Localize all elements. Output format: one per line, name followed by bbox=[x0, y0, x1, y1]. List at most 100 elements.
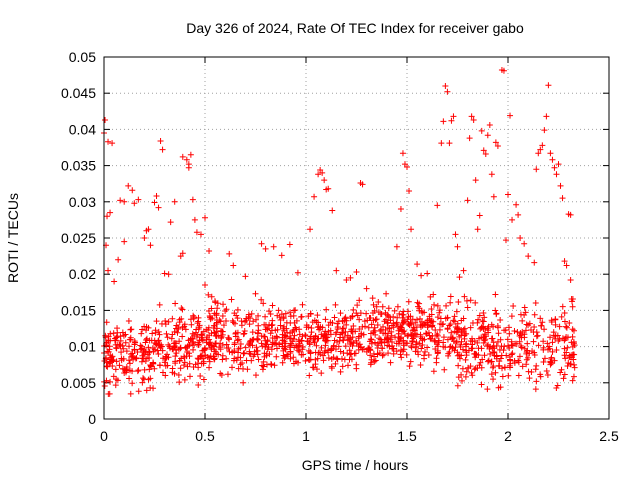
data-point bbox=[210, 353, 217, 360]
data-point bbox=[404, 308, 411, 315]
data-point bbox=[434, 350, 441, 357]
data-point bbox=[514, 329, 521, 336]
data-point bbox=[567, 360, 574, 367]
data-point bbox=[147, 362, 154, 369]
data-point bbox=[213, 350, 220, 357]
data-point bbox=[523, 321, 530, 328]
data-point bbox=[510, 302, 517, 309]
data-point bbox=[440, 118, 447, 125]
data-point bbox=[515, 359, 522, 366]
data-point bbox=[260, 363, 267, 370]
data-point bbox=[142, 339, 149, 346]
data-point bbox=[455, 299, 462, 306]
data-point bbox=[173, 350, 180, 357]
data-point bbox=[399, 320, 406, 327]
data-point bbox=[434, 202, 441, 209]
data-point bbox=[268, 361, 275, 368]
data-point bbox=[293, 326, 300, 333]
data-point bbox=[482, 151, 489, 158]
data-point bbox=[492, 291, 499, 298]
data-point bbox=[472, 365, 479, 372]
x-tick-label: 2 bbox=[504, 428, 512, 444]
data-point bbox=[172, 300, 179, 307]
data-point bbox=[502, 237, 509, 244]
data-point bbox=[145, 376, 152, 383]
data-point bbox=[388, 322, 395, 329]
x-axis-label: GPS time / hours bbox=[302, 457, 409, 473]
data-point bbox=[426, 315, 433, 322]
data-point bbox=[555, 161, 562, 168]
data-point bbox=[488, 358, 495, 365]
data-point bbox=[335, 318, 342, 325]
data-point bbox=[171, 198, 178, 205]
y-axis-label: ROTI / TECUs bbox=[5, 193, 21, 283]
data-point bbox=[495, 384, 502, 391]
data-point bbox=[362, 323, 369, 330]
data-point bbox=[444, 336, 451, 343]
data-point bbox=[368, 321, 375, 328]
data-point bbox=[491, 352, 498, 359]
data-point bbox=[146, 366, 153, 373]
data-point bbox=[255, 312, 262, 319]
data-point bbox=[488, 371, 495, 378]
data-point bbox=[260, 300, 267, 307]
data-point bbox=[237, 341, 244, 348]
data-point bbox=[491, 345, 498, 352]
data-point bbox=[428, 336, 435, 343]
data-point bbox=[231, 341, 238, 348]
data-point bbox=[486, 122, 493, 129]
data-point bbox=[404, 164, 410, 171]
data-point bbox=[172, 353, 179, 360]
data-point bbox=[151, 346, 158, 353]
data-point bbox=[193, 229, 200, 236]
data-point bbox=[145, 226, 152, 233]
data-point bbox=[433, 359, 440, 366]
data-point bbox=[273, 345, 280, 352]
data-point bbox=[385, 350, 392, 357]
data-point bbox=[558, 313, 565, 320]
data-point bbox=[312, 333, 319, 340]
data-point bbox=[570, 373, 577, 380]
x-tick-label: 0 bbox=[100, 428, 108, 444]
data-point bbox=[241, 350, 248, 357]
data-point bbox=[302, 357, 309, 364]
data-point bbox=[519, 317, 526, 324]
data-point bbox=[132, 355, 139, 362]
data-point bbox=[408, 226, 415, 233]
data-point bbox=[391, 307, 398, 314]
data-point bbox=[138, 330, 145, 337]
data-point bbox=[409, 327, 416, 334]
data-point bbox=[325, 322, 332, 329]
data-point bbox=[240, 331, 247, 338]
data-point bbox=[504, 336, 511, 343]
data-point bbox=[180, 362, 187, 369]
data-point bbox=[374, 322, 381, 329]
data-point bbox=[163, 354, 170, 361]
data-point bbox=[447, 321, 454, 328]
data-point bbox=[540, 338, 547, 345]
data-point bbox=[299, 301, 306, 308]
data-point bbox=[287, 309, 294, 316]
data-point bbox=[275, 307, 282, 314]
data-point bbox=[484, 386, 491, 393]
data-point bbox=[453, 308, 460, 315]
data-point bbox=[106, 390, 113, 397]
data-point bbox=[332, 360, 339, 367]
data-point bbox=[208, 305, 215, 312]
data-point bbox=[184, 343, 191, 350]
data-point bbox=[506, 330, 513, 337]
data-point bbox=[369, 295, 376, 302]
data-point bbox=[464, 197, 471, 204]
data-point bbox=[279, 359, 286, 366]
data-point bbox=[480, 323, 487, 330]
data-point bbox=[406, 363, 413, 370]
data-point bbox=[459, 329, 466, 336]
data-point bbox=[104, 363, 111, 370]
data-point bbox=[501, 364, 508, 371]
data-point bbox=[318, 344, 325, 351]
data-point bbox=[206, 248, 213, 255]
data-point bbox=[113, 334, 120, 341]
data-point bbox=[334, 356, 341, 363]
data-point bbox=[377, 327, 384, 334]
data-point bbox=[309, 319, 316, 326]
